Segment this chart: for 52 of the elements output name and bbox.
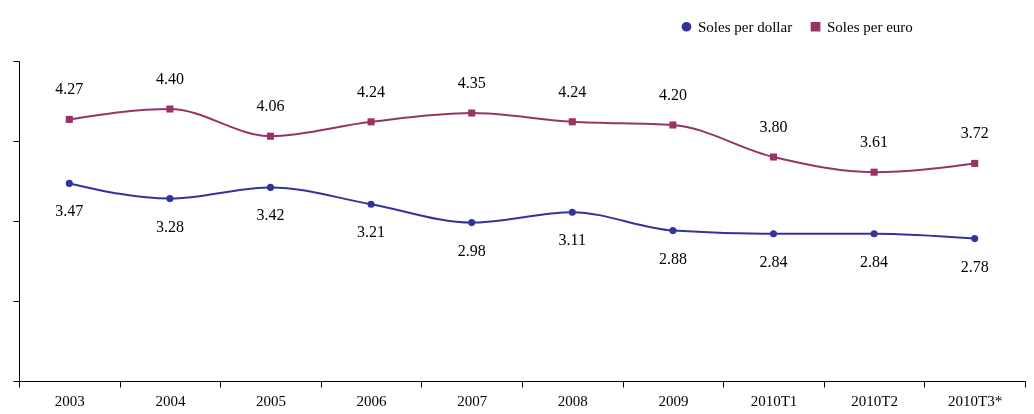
data-label: 3.47 [55,202,84,220]
legend-label: Soles per euro [827,18,913,35]
point [367,118,375,126]
x-tick-label: 2004 [155,392,186,409]
point [870,168,878,176]
data-label: 4.24 [357,82,386,100]
x-tick-label: 2003 [54,392,85,409]
point [769,153,778,161]
x-tick-label: 2007 [457,392,488,409]
point [266,132,275,140]
data-label: 4.27 [55,80,84,98]
data-label: 3.11 [558,231,586,249]
point [568,208,576,216]
point [367,200,375,208]
data-label: 3.61 [860,133,889,151]
data-label: 4.20 [658,86,687,103]
point [971,159,979,167]
point [568,118,576,126]
x-tick-label: 2010T3* [948,392,1003,409]
point [166,105,174,113]
x-tick-label: 2005 [256,392,286,409]
point [468,219,476,227]
x-tick-label: 2010T2 [851,392,898,409]
data-label: 4.40 [155,70,184,87]
point [266,183,275,191]
point [65,179,73,187]
data-label: 3.42 [256,206,285,224]
data-label: 3.28 [155,217,184,235]
data-label: 2.84 [759,252,788,270]
point [669,227,677,235]
point [65,115,73,123]
point [166,195,174,203]
data-label: 3.21 [357,223,386,241]
data-label: 2.84 [860,252,889,270]
data-label: 2.88 [658,249,687,267]
x-tick-label: 2009 [658,392,689,409]
data-label: 4.35 [457,74,486,91]
x-tick-label: 2010T1 [750,392,798,409]
point [769,230,778,238]
point [971,235,979,243]
data-label: 3.80 [759,118,788,135]
data-label: 4.06 [256,97,285,115]
x-tick-label: 2008 [557,392,588,409]
legend-label: Soles per dollar [698,18,793,35]
data-label: 4.24 [558,82,587,100]
data-label: 2.98 [457,241,486,259]
point [669,121,677,129]
point [870,230,878,238]
x-tick-label: 2006 [356,392,388,409]
data-label: 2.78 [960,257,989,275]
data-label: 3.72 [960,124,989,142]
point [468,109,476,117]
